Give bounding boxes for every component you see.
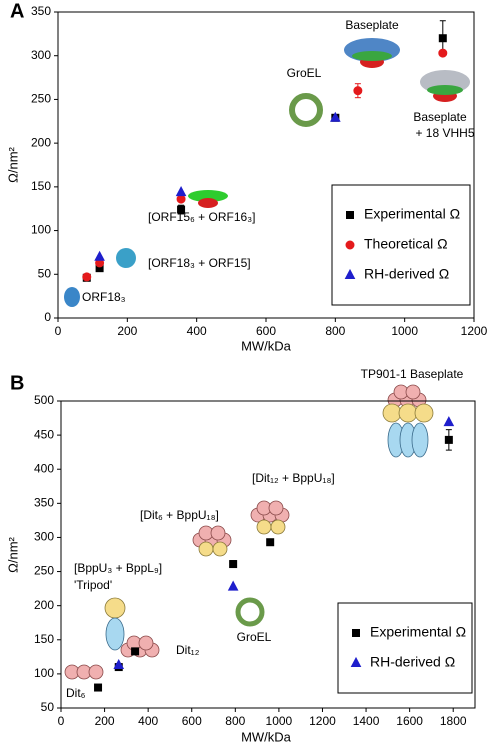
- x-tick-label: 1200: [461, 324, 488, 338]
- y-tick-label: 0: [44, 310, 51, 324]
- point: [175, 186, 187, 197]
- y-tick-label: 350: [31, 4, 51, 18]
- x-tick-label: 600: [182, 714, 202, 728]
- x-tick-label: 1000: [266, 714, 293, 728]
- legend-label: RH-derived Ω: [370, 654, 455, 670]
- x-tick-label: 1800: [440, 714, 467, 728]
- annotation: Dit₁₂: [176, 643, 200, 657]
- y-tick-label: 150: [34, 632, 54, 646]
- point: [227, 580, 239, 591]
- x-tick-label: 800: [225, 714, 245, 728]
- legend-marker: [344, 268, 356, 279]
- annotation: Baseplate: [413, 110, 467, 124]
- annotation: TP901-1 Baseplate: [361, 367, 464, 381]
- point: [94, 250, 105, 261]
- point: [353, 86, 363, 96]
- legend-box: [337, 602, 473, 694]
- annotation: [ORF18₃ + ORF15]: [148, 256, 251, 270]
- annotation: + 18 VHH5: [415, 126, 474, 140]
- point: [113, 658, 125, 670]
- annotation: Dit₆: [66, 686, 86, 700]
- x-tick-label: 1200: [309, 714, 336, 728]
- point: [229, 560, 238, 569]
- legend-marker: [346, 211, 354, 219]
- chart: 0 200 400 600 800 1000 1200 0 50 100 150 200 250 300 3…: [5, 0, 487, 353]
- chart: 0 200 400 600 800 1000 1200 1400 1600 1800 50 100 15…: [5, 367, 476, 744]
- x-tick-label: 800: [325, 324, 345, 338]
- annotation: [ORF15₆ + ORF16₃]: [148, 210, 255, 224]
- point: [176, 194, 186, 204]
- annotation: [Dit₁₂ + BppU₁₈]: [252, 471, 335, 485]
- panel-label: B: [10, 372, 24, 394]
- point: [330, 111, 341, 122]
- x-tick-label: 200: [117, 324, 137, 338]
- y-tick-label: 400: [34, 461, 54, 475]
- y-tick-label: 150: [31, 179, 51, 193]
- y-tick-label: 50: [38, 266, 52, 280]
- annotation: Baseplate: [345, 18, 399, 32]
- point: [438, 34, 447, 43]
- point: [131, 647, 140, 656]
- plot-frame: [60, 400, 476, 709]
- x-tick-label: 1400: [353, 714, 380, 728]
- x-tick-label: 1000: [391, 324, 418, 338]
- legend-marker: [350, 656, 362, 667]
- legend-label: Theoretical Ω: [364, 236, 448, 252]
- y-tick-label: 200: [34, 598, 54, 612]
- y-tick-label: 100: [34, 666, 54, 680]
- point: [94, 683, 103, 692]
- point: [438, 48, 448, 58]
- y-tick-label: 300: [34, 530, 54, 544]
- x-tick-label: 200: [95, 714, 115, 728]
- panel-label: A: [10, 0, 24, 22]
- y-tick-label: 250: [34, 564, 54, 578]
- annotation: GroEL: [287, 66, 322, 80]
- x-tick-label: 0: [58, 714, 65, 728]
- y-axis-title: Ω/nm²: [5, 536, 20, 572]
- annotation: [Dit₆ + BppU₁₈]: [140, 508, 219, 522]
- y-tick-label: 50: [41, 700, 55, 714]
- y-tick-label: 200: [31, 135, 51, 149]
- point: [444, 435, 453, 444]
- y-tick-label: 500: [34, 393, 54, 407]
- point: [266, 538, 275, 547]
- y-tick-label: 100: [31, 223, 51, 237]
- y-tick-label: 350: [34, 496, 54, 510]
- annotation: ORF18₃: [82, 290, 126, 304]
- x-tick-label: 400: [138, 714, 158, 728]
- x-axis-title: MW/kDa: [241, 338, 292, 353]
- legend-label: RH-derived Ω: [364, 266, 449, 282]
- x-tick-label: 0: [55, 324, 62, 338]
- legend-label: Experimental Ω: [364, 206, 460, 222]
- y-tick-label: 250: [31, 92, 51, 106]
- y-tick-label: 450: [34, 427, 54, 441]
- point: [443, 416, 455, 427]
- annotation: GroEL: [237, 630, 272, 644]
- point: [82, 272, 92, 282]
- legend-marker: [352, 629, 360, 637]
- legend-label: Experimental Ω: [370, 624, 466, 640]
- x-tick-label: 400: [187, 324, 207, 338]
- x-tick-label: 600: [256, 324, 276, 338]
- x-tick-label: 1600: [396, 714, 423, 728]
- y-axis-title: Ω/nm²: [5, 146, 20, 182]
- y-tick-label: 300: [31, 48, 51, 62]
- x-axis-title: MW/kDa: [241, 729, 292, 744]
- legend-box: [331, 184, 471, 306]
- annotation: [BppU₃ + BppL₉]: [74, 561, 162, 575]
- decorations: [64, 38, 470, 680]
- annotation: 'Tripod': [74, 578, 112, 592]
- legend-marker: [345, 240, 355, 250]
- point: [177, 205, 186, 214]
